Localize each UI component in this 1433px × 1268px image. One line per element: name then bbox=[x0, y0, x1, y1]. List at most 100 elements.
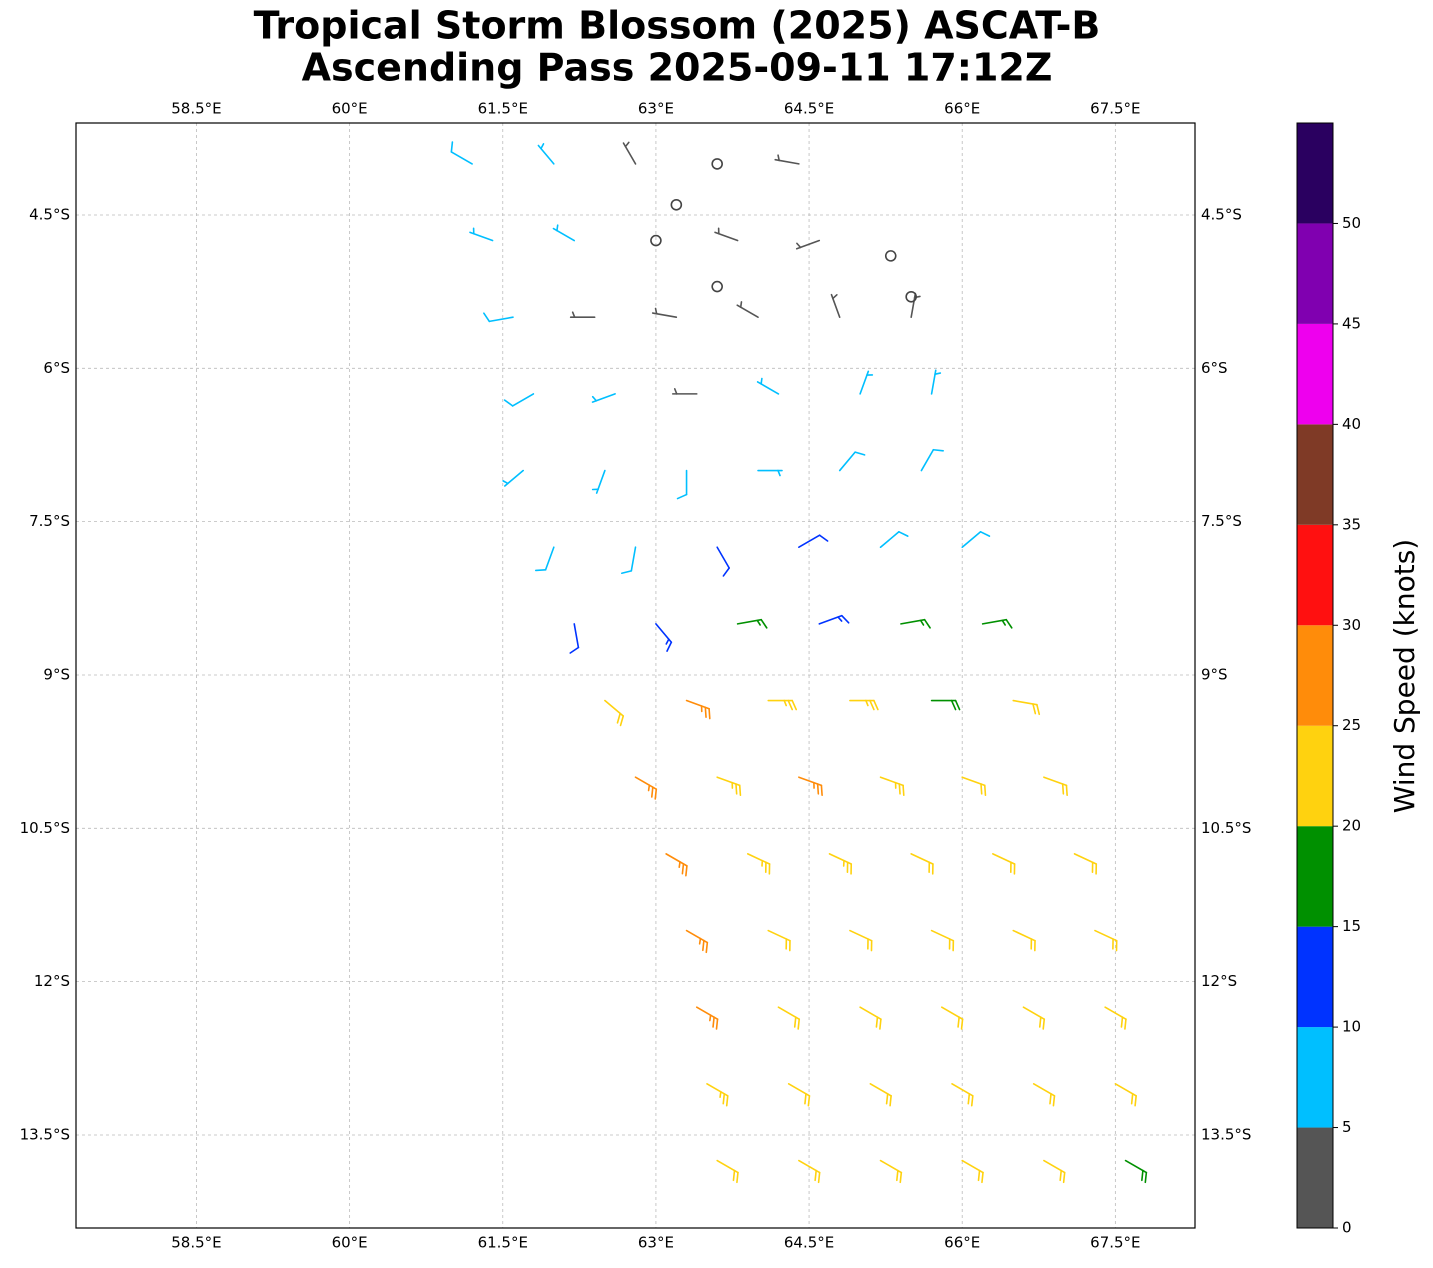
colorbar-segment bbox=[1297, 1128, 1333, 1228]
wind-barb bbox=[671, 200, 681, 210]
wind-barb bbox=[1044, 1161, 1065, 1183]
barb-full bbox=[952, 701, 956, 710]
barb-full bbox=[686, 866, 687, 876]
barb-full bbox=[982, 1173, 983, 1183]
wind-barb bbox=[666, 854, 687, 876]
colorbar-tick-label: 35 bbox=[1342, 515, 1361, 533]
barb-staff bbox=[631, 547, 635, 571]
wind-barb bbox=[738, 620, 767, 628]
wind-barb bbox=[901, 620, 930, 628]
colorbar-segment bbox=[1297, 826, 1333, 926]
wind-barb bbox=[737, 302, 758, 317]
barb-full bbox=[1142, 1171, 1143, 1181]
wind-barb bbox=[673, 389, 697, 394]
barb-half bbox=[557, 225, 558, 230]
barb-half bbox=[1002, 620, 1005, 625]
wind-barb bbox=[983, 620, 1012, 628]
colorbar-segment bbox=[1297, 123, 1333, 223]
barb-full bbox=[1125, 1019, 1126, 1029]
x-tick-label: 60°E bbox=[332, 1234, 368, 1252]
wind-barb bbox=[1034, 1084, 1055, 1106]
barb-full bbox=[972, 1096, 973, 1106]
x-tick-label: 66°E bbox=[944, 100, 980, 118]
barb-full bbox=[900, 1173, 901, 1183]
wind-barb bbox=[886, 251, 896, 261]
barb-full bbox=[788, 701, 792, 710]
barb-full bbox=[1132, 1094, 1133, 1104]
colorbar-tick-label: 25 bbox=[1342, 716, 1361, 734]
y-tick-label: 12°S bbox=[34, 972, 70, 990]
barb-staff bbox=[513, 394, 534, 406]
x-tick-label: 58.5°E bbox=[171, 100, 221, 118]
barb-full bbox=[933, 450, 943, 451]
barb-full bbox=[678, 495, 687, 499]
barb-full bbox=[706, 943, 707, 953]
barb-full bbox=[1135, 1096, 1136, 1106]
barb-full bbox=[818, 784, 819, 794]
barb-full bbox=[484, 313, 490, 321]
wind-barb bbox=[797, 241, 820, 249]
colorbar-segment bbox=[1297, 223, 1333, 323]
wind-barb bbox=[570, 624, 578, 653]
barb-half bbox=[741, 302, 742, 307]
wind-barb bbox=[831, 295, 839, 318]
barb-full bbox=[737, 1173, 738, 1183]
colorbar-tick-label: 45 bbox=[1342, 314, 1361, 332]
wind-barb bbox=[1023, 1007, 1044, 1029]
barb-staff bbox=[881, 532, 899, 547]
barb-full bbox=[1053, 1096, 1054, 1106]
barb-half bbox=[626, 142, 629, 146]
barb-full bbox=[978, 1171, 979, 1181]
barb-full bbox=[703, 941, 704, 951]
wind-barb bbox=[717, 777, 740, 795]
wind-barb bbox=[687, 931, 708, 953]
barb-half bbox=[720, 1092, 721, 1097]
wind-barb bbox=[840, 452, 865, 470]
wind-barb bbox=[850, 701, 878, 710]
barb-full bbox=[709, 709, 710, 719]
x-tick-label: 63°E bbox=[638, 1234, 674, 1252]
barb-half bbox=[838, 617, 842, 621]
barb-full bbox=[505, 400, 513, 406]
barb-full bbox=[682, 864, 683, 874]
x-tick-label: 63°E bbox=[638, 100, 674, 118]
barb-half bbox=[666, 639, 669, 644]
colorbar-segment bbox=[1297, 525, 1333, 625]
barb-full bbox=[968, 1094, 969, 1104]
wind-barb bbox=[962, 1161, 983, 1183]
wind-barb bbox=[536, 547, 554, 570]
wind-barb bbox=[593, 394, 616, 402]
y-tick-label: 13.5°S bbox=[20, 1125, 70, 1143]
barb-full bbox=[617, 713, 620, 722]
wind-barb bbox=[932, 370, 941, 394]
barb-staff bbox=[962, 532, 980, 547]
barb-staff bbox=[717, 547, 729, 568]
calm-circle bbox=[671, 200, 681, 210]
barb-full bbox=[962, 1019, 963, 1029]
colorbar-segment bbox=[1297, 625, 1333, 725]
barb-half bbox=[679, 862, 680, 867]
x-tick-label: 64.5°E bbox=[784, 1234, 834, 1252]
calm-circle bbox=[886, 251, 896, 261]
colorbar-tick-label: 40 bbox=[1342, 415, 1361, 433]
barb-full bbox=[570, 648, 578, 654]
wind-barb bbox=[768, 701, 796, 710]
calm-circle bbox=[712, 159, 722, 169]
wind-barb bbox=[697, 1007, 718, 1029]
wind-barb bbox=[1013, 931, 1035, 951]
barb-full bbox=[655, 789, 656, 799]
barb-full bbox=[740, 785, 741, 795]
barb-full bbox=[1037, 705, 1039, 715]
barb-full bbox=[622, 571, 632, 573]
barb-half bbox=[649, 785, 650, 790]
colorbar-tick-label: 5 bbox=[1342, 1118, 1352, 1136]
wind-barb bbox=[1126, 1161, 1147, 1183]
wind-barb bbox=[636, 777, 657, 799]
wind-barb bbox=[932, 931, 954, 951]
barb-half bbox=[761, 379, 762, 384]
colorbar-segment bbox=[1297, 1027, 1333, 1127]
y-tick-label: 4.5°S bbox=[1201, 205, 1242, 223]
wind-barb bbox=[860, 371, 872, 394]
wind-barb bbox=[538, 144, 553, 164]
barb-full bbox=[705, 707, 706, 717]
